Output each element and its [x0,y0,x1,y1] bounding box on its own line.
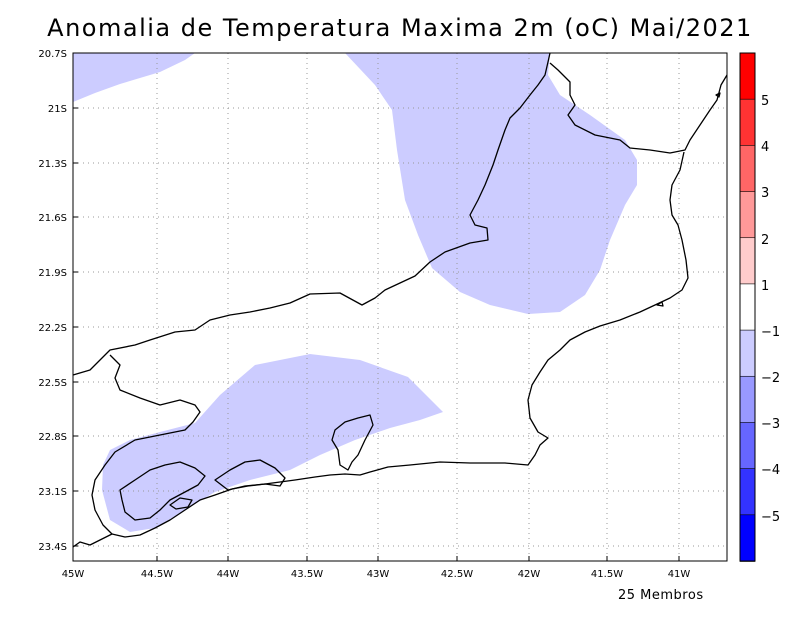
bay-sepetiba [214,459,286,491]
colorbar-label: −2 [761,371,780,386]
colorbar-frame [739,52,756,562]
lat-tick-label: 21.3S [38,159,67,170]
lon-tick-label: 43.5W [291,569,323,580]
colorbar: 5 4 3 2 1 −1 −2 −3 −4 −5 [739,52,780,562]
lat-tick-label: 21.9S [38,268,67,279]
shading-south-region [102,354,443,532]
colorbar-swatch [739,283,756,331]
border-sp-west [91,354,201,535]
colorbar-label: −1 [761,325,780,340]
lon-tick-label: 41.5W [591,569,623,580]
colorbar-label: 2 [761,233,769,248]
colorbar-swatch [739,98,756,147]
border-rj-mg-es [72,52,551,376]
lon-tick-label: 42.5W [441,569,473,580]
lat-tick-label: 21.6S [38,213,67,224]
plot-frame [72,52,728,562]
border-rj-es-south [549,62,728,154]
lon-tick-label: 44W [217,569,240,580]
lat-tick-label: 20.7S [38,49,67,60]
island-1 [169,497,193,510]
lon-tick-label: 41W [668,569,691,580]
shading-northeast-region [345,53,637,314]
colorbar-label: 5 [761,94,769,109]
colorbar-swatch [739,375,756,424]
lat-tick-labels: 20.7S 21S 21.3S 21.6S 21.9S 22.2S 22.5S … [38,49,67,553]
lon-tick-label: 44.5W [141,569,173,580]
anomaly-shading [73,53,637,532]
state-borders [72,52,728,548]
colorbar-label: −3 [761,417,780,432]
coastline [72,151,689,548]
lat-tick-label: 23.1S [38,487,67,498]
colorbar-swatch [739,329,756,378]
lon-tick-label: 42W [518,569,541,580]
bay-guanabara [331,414,374,471]
colorbar-swatch [739,468,756,516]
shading-northwest-corner [73,53,195,102]
lat-tick-label: 22.5S [38,378,67,389]
colorbar-label: −5 [761,510,780,525]
lon-tick-label: 43W [367,569,390,580]
lat-tick-label: 23.4S [38,542,67,553]
colorbar-label: 1 [761,279,769,294]
graticule [73,53,727,561]
colorbar-swatch [739,191,756,239]
colorbar-swatch [739,422,756,470]
lat-tick-label: 21S [48,104,67,115]
colorbar-label: −4 [761,463,780,478]
colorbar-labels: 5 4 3 2 1 −1 −2 −3 −4 −5 [761,94,780,525]
colorbar-label: 4 [761,140,769,155]
colorbar-swatches [739,52,756,562]
colorbar-swatch [739,52,756,100]
bay-ilha-grande [119,461,206,521]
ensemble-members-note: 25 Membros [618,588,704,603]
colorbar-swatch [739,237,756,285]
lon-axis [72,556,680,561]
map-title: Anomalia de Temperatura Maxima 2m (oC) M… [47,14,753,42]
colorbar-swatch [739,145,756,193]
island-3 [715,92,721,98]
lat-tick-label: 22.8S [38,432,67,443]
lat-tick-label: 22.2S [38,323,67,334]
colorbar-label: 3 [761,186,769,201]
lon-tick-labels: 45W 44.5W 44W 43.5W 43W 42.5W 42W 41.5W … [62,569,691,580]
lat-axis [73,52,78,547]
colorbar-swatch [739,514,756,562]
lon-tick-label: 45W [62,569,85,580]
island-2 [656,301,664,307]
